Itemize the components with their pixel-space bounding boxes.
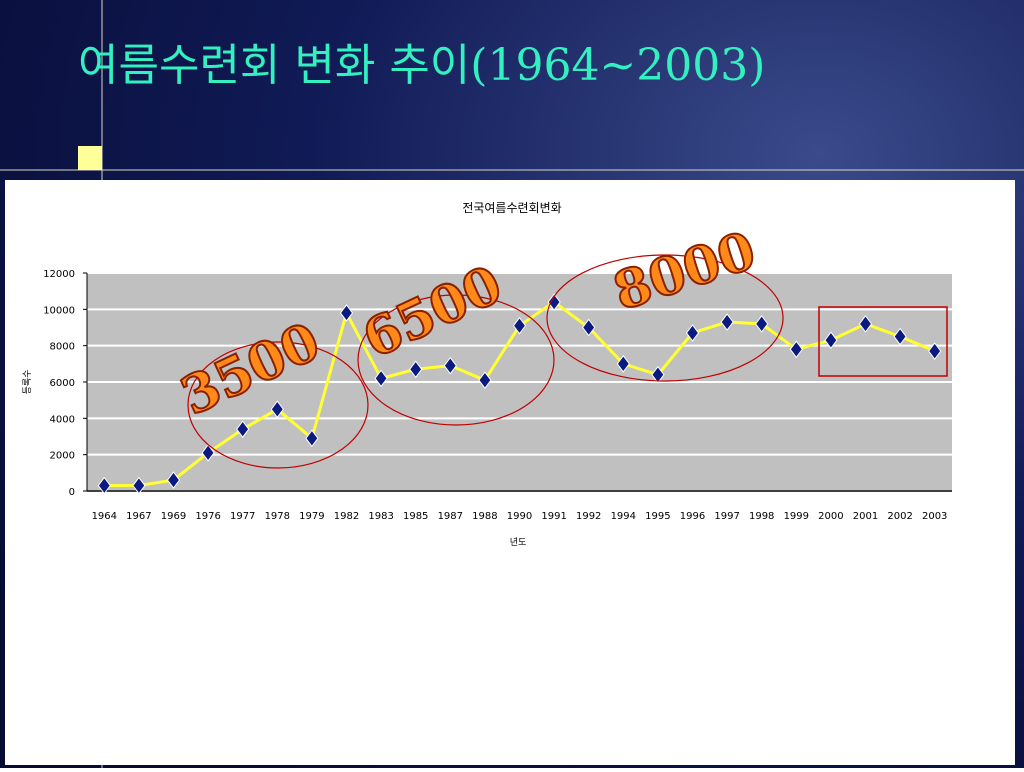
point: [201, 444, 215, 462]
point: [582, 318, 596, 337]
y-tick-label: 2000: [50, 451, 75, 462]
point: [236, 420, 250, 439]
point: [651, 365, 665, 384]
grid: 0 2000 4000 6000 8000 10000 12000 1964 1967 1969 1…: [43, 269, 952, 522]
slide-title: 여름수련회 변화 추이(1964~2003): [78, 40, 765, 91]
y-tick-label: 6000: [50, 378, 75, 389]
point: [478, 371, 492, 390]
point: [97, 476, 111, 495]
x-tick-label: 1976: [195, 511, 220, 522]
y-tick-label: 0: [69, 487, 75, 498]
x-tick-label: 1987: [438, 511, 463, 522]
point: [789, 340, 803, 359]
x-tick-label: 1982: [334, 511, 359, 522]
highlight-ellipse: [357, 294, 555, 426]
point: [547, 293, 561, 311]
y-axis-label: 등록수: [22, 370, 33, 395]
point: [305, 429, 319, 448]
y-tick-label: 4000: [50, 414, 75, 425]
x-tick-label: 1999: [784, 511, 809, 522]
chart-title: 전국여름수련회변화: [462, 201, 561, 215]
point: [928, 342, 942, 360]
marks: [97, 293, 942, 495]
x-tick-label: 1979: [299, 511, 324, 522]
x-tick-label: 1967: [126, 511, 151, 522]
highlight-ellipse: [546, 254, 784, 382]
point: [893, 327, 907, 346]
x-tick-label: 2002: [887, 511, 912, 522]
x-tick-label: 1994: [611, 511, 636, 522]
x-tick-label: 1990: [507, 511, 532, 522]
point: [374, 369, 388, 388]
x-tick-label: 1964: [92, 511, 117, 522]
highlight-box: [818, 306, 948, 377]
x-tick-label: 1983: [368, 511, 393, 522]
x-tick-label: 2003: [922, 511, 947, 522]
x-tick-label: 2001: [853, 511, 878, 522]
x-axis-label: 년도: [510, 537, 527, 548]
point: [755, 315, 769, 333]
point: [824, 331, 838, 350]
x-tick-label: 1995: [645, 511, 670, 522]
x-tick-label: 1991: [541, 511, 566, 522]
point: [409, 360, 423, 379]
x-tick-label: 1998: [749, 511, 774, 522]
y-tick-label: 8000: [50, 342, 75, 353]
x-tick-label: 1978: [265, 511, 290, 522]
x-tick-label: 1985: [403, 511, 428, 522]
point: [720, 313, 734, 331]
x-tick-label: 1992: [576, 511, 601, 522]
point: [166, 471, 181, 489]
highlight-ellipse: [187, 341, 369, 469]
point: [512, 316, 527, 335]
point: [616, 354, 630, 373]
y-tick-label: 10000: [43, 305, 75, 316]
x-tick-label: 1969: [161, 511, 186, 522]
accent-square: [78, 146, 102, 170]
point: [132, 476, 146, 495]
point: [685, 324, 700, 342]
x-tick-label: 1996: [680, 511, 705, 522]
x-tick-label: 2000: [818, 511, 843, 522]
point: [858, 315, 873, 333]
point: [339, 304, 354, 322]
point: [270, 400, 284, 419]
y-tick-label: 12000: [43, 269, 75, 280]
x-tick-label: 1988: [472, 511, 497, 522]
x-tick-label: 1997: [714, 511, 739, 522]
point: [443, 356, 457, 375]
x-tick-label: 1977: [230, 511, 255, 522]
